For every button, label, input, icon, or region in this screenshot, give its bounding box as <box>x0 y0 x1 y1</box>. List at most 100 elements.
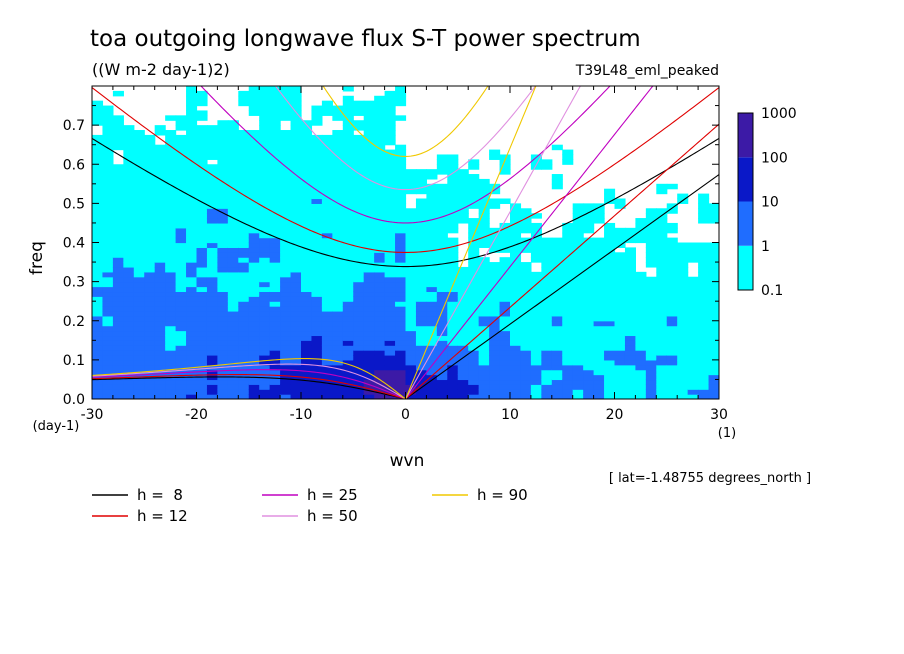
heat-cell <box>311 340 323 346</box>
heat-cell <box>112 252 124 258</box>
heat-cell <box>468 247 480 253</box>
heat-cell <box>499 159 511 165</box>
heat-cell <box>144 301 156 307</box>
heat-cell <box>321 242 333 248</box>
heat-cell <box>144 149 156 156</box>
heat-cell <box>196 100 208 107</box>
heat-cell <box>301 183 313 190</box>
heat-cell <box>583 237 595 244</box>
heat-cell <box>217 354 229 361</box>
heat-cell <box>133 188 145 195</box>
heat-cell <box>499 247 511 253</box>
heat-cell <box>457 174 469 180</box>
y-tick-label: 0.0 <box>63 392 85 408</box>
heat-cell <box>290 198 302 204</box>
heat-cell <box>363 154 375 160</box>
heat-cell <box>311 325 323 332</box>
heat-cell <box>175 227 187 234</box>
heat-cell <box>154 237 166 244</box>
heat-cell <box>102 325 114 332</box>
heat-cell <box>227 213 239 219</box>
heat-cell <box>353 164 365 170</box>
heat-cell <box>301 174 313 180</box>
heat-cell <box>217 237 229 244</box>
heat-cell <box>436 276 448 283</box>
heat-cell <box>353 315 365 322</box>
heat-cell <box>165 203 177 209</box>
heat-cell <box>384 193 396 200</box>
heat-cell <box>687 340 699 346</box>
heat-cell <box>698 384 710 390</box>
heat-cell <box>342 149 354 156</box>
heat-cell <box>520 213 532 219</box>
heat-cell <box>123 125 135 131</box>
heat-cell <box>175 325 187 332</box>
heat-cell <box>384 169 396 175</box>
heat-cell <box>666 350 678 356</box>
heat-cell <box>154 262 166 268</box>
heat-cell <box>677 252 689 258</box>
heat-cell <box>698 364 710 371</box>
heat-cell <box>499 345 511 351</box>
heat-cell <box>123 330 135 337</box>
heat-cell <box>405 364 417 371</box>
kelvin-curve <box>405 86 582 399</box>
heat-cell <box>154 159 166 165</box>
heat-cell <box>530 301 542 307</box>
heat-cell <box>635 271 647 278</box>
heat-cell <box>196 90 208 97</box>
heat-cell <box>572 266 584 273</box>
heat-cell <box>468 222 480 229</box>
heat-cell <box>301 134 313 141</box>
colorbar-swatch <box>738 113 753 158</box>
heat-cell <box>238 340 250 346</box>
heat-cell <box>645 340 657 346</box>
heat-cell <box>332 149 344 156</box>
heat-cell <box>353 271 365 278</box>
heat-cell <box>510 296 522 302</box>
heat-cell <box>436 301 448 307</box>
heat-cell <box>677 198 689 204</box>
heat-cell <box>541 315 553 322</box>
heat-cell <box>583 242 595 248</box>
heat-cell <box>499 354 511 361</box>
heat-cell <box>468 252 480 258</box>
heat-cell <box>489 286 501 293</box>
heat-cell <box>415 315 427 322</box>
heat-cell <box>363 134 375 141</box>
heat-cell <box>708 359 719 366</box>
heat-cell <box>614 266 626 273</box>
heat-cell <box>217 125 229 131</box>
heat-cell <box>144 296 156 302</box>
heat-cell <box>186 271 198 278</box>
heat-cell <box>363 350 375 356</box>
heat-cell <box>259 154 271 160</box>
heat-cell <box>154 301 166 307</box>
heat-cell <box>92 281 104 288</box>
heat-cell <box>175 359 187 366</box>
heat-cell <box>311 257 323 263</box>
heat-cell <box>551 286 563 293</box>
heat-cell <box>238 174 250 180</box>
heat-cell <box>144 178 156 185</box>
heat-cell <box>186 257 198 263</box>
heat-cell <box>624 291 636 297</box>
heat-cell <box>645 213 657 219</box>
heat-cell <box>123 242 135 248</box>
heat-cell <box>510 232 522 239</box>
heat-cell <box>154 350 166 356</box>
heat-cell <box>708 310 719 317</box>
heat-cell <box>133 364 145 371</box>
heat-cell <box>645 301 657 307</box>
heat-cell <box>635 301 647 307</box>
heat-cell <box>92 320 104 327</box>
heat-cell <box>583 374 595 381</box>
heat-cell <box>395 213 407 219</box>
heat-cell <box>374 364 386 371</box>
heat-cell <box>614 203 626 209</box>
heat-cell <box>572 389 584 395</box>
heat-cell <box>624 247 636 253</box>
heat-cell <box>259 330 271 337</box>
heat-cell <box>457 389 469 395</box>
heat-cell <box>301 350 313 356</box>
